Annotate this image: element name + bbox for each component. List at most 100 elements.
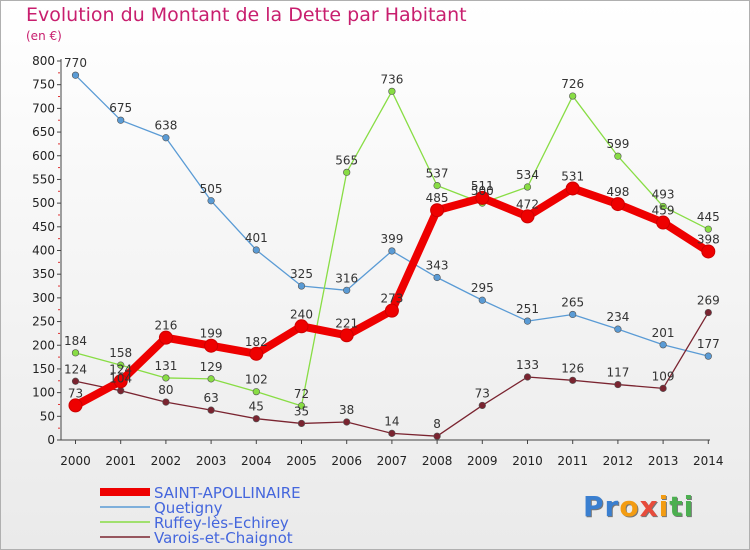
data-point-quetigny — [433, 273, 441, 282]
y-axis-unit: (en €) — [26, 29, 62, 43]
data-point-quetigny — [523, 317, 532, 325]
data-point-ruffey-l-s-echirey — [117, 361, 125, 369]
series-quetigny — [71, 71, 712, 360]
data-label-varois-et-chaignot: 14 — [384, 414, 399, 428]
data-point-ruffey-l-s-echirey — [433, 181, 441, 190]
x-tick-label: 2009 — [467, 454, 498, 468]
x-tick-label: 2010 — [512, 454, 543, 468]
data-label-saint-apollinaire: 459 — [652, 204, 675, 218]
data-point-quetigny — [388, 247, 396, 255]
data-label-quetigny: 505 — [200, 182, 223, 196]
data-point-varois-et-chaignot — [297, 419, 306, 428]
data-label-quetigny: 399 — [380, 232, 403, 246]
data-point-varois-et-chaignot — [704, 308, 712, 317]
data-label-ruffey-l-s-echirey: 493 — [652, 187, 675, 201]
data-label-saint-apollinaire: 398 — [697, 232, 720, 246]
data-point-saint-apollinaire — [158, 330, 173, 345]
data-point-varois-et-chaignot — [252, 415, 260, 423]
y-tick-label: 750 — [32, 78, 55, 92]
y-tick-label: 100 — [32, 386, 55, 400]
data-label-varois-et-chaignot: 8 — [433, 417, 441, 431]
x-tick-label: 2014 — [693, 454, 724, 468]
data-label-ruffey-l-s-echirey: 129 — [200, 360, 223, 374]
data-point-saint-apollinaire — [113, 374, 128, 389]
data-label-varois-et-chaignot: 109 — [652, 369, 675, 383]
x-tick-label: 2012 — [603, 454, 634, 468]
data-point-ruffey-l-s-echirey — [252, 388, 260, 396]
data-label-ruffey-l-s-echirey: 599 — [606, 137, 629, 151]
data-label-saint-apollinaire: 73 — [68, 386, 83, 400]
data-label-ruffey-l-s-echirey: 726 — [561, 77, 584, 91]
data-label-saint-apollinaire: 221 — [335, 316, 358, 330]
data-label-quetigny: 234 — [606, 310, 629, 324]
x-tick-label: 2000 — [60, 454, 91, 468]
data-point-saint-apollinaire — [384, 303, 399, 318]
data-label-varois-et-chaignot: 104 — [109, 372, 132, 386]
legend-label-quetigny: Quetigny — [154, 499, 223, 517]
x-tick-label: 2002 — [151, 454, 182, 468]
data-point-quetigny — [569, 310, 577, 319]
data-point-quetigny — [478, 296, 486, 304]
data-label-varois-et-chaignot: 117 — [606, 366, 629, 380]
data-label-ruffey-l-s-echirey: 184 — [64, 334, 87, 348]
y-tick-label: 650 — [32, 125, 55, 139]
data-point-saint-apollinaire — [565, 181, 580, 196]
data-point-saint-apollinaire — [520, 209, 535, 224]
data-point-ruffey-l-s-echirey — [704, 225, 712, 233]
x-tick-label: 2007 — [377, 454, 408, 468]
data-point-saint-apollinaire — [701, 244, 716, 259]
data-label-varois-et-chaignot: 124 — [64, 362, 87, 376]
data-point-saint-apollinaire — [430, 203, 445, 218]
data-label-quetigny: 343 — [426, 259, 449, 273]
data-point-varois-et-chaignot — [614, 380, 622, 389]
data-label-varois-et-chaignot: 45 — [249, 400, 264, 414]
data-point-varois-et-chaignot — [207, 406, 215, 414]
data-label-quetigny: 316 — [335, 271, 358, 285]
y-tick-label: 400 — [32, 244, 55, 258]
y-tick-label: 300 — [32, 291, 55, 305]
data-point-quetigny — [71, 71, 80, 79]
y-tick-label: 200 — [32, 338, 55, 352]
legend-label-saint-apollinaire: SAINT-APOLLINAIRE — [154, 484, 301, 502]
data-point-ruffey-l-s-echirey — [162, 374, 170, 382]
y-tick-label: 50 — [40, 409, 55, 423]
data-point-quetigny — [297, 282, 306, 290]
data-label-quetigny: 325 — [290, 267, 313, 281]
data-point-quetigny — [614, 325, 622, 333]
data-label-saint-apollinaire: 498 — [606, 185, 629, 199]
data-label-saint-apollinaire: 273 — [380, 292, 403, 306]
data-label-varois-et-chaignot: 133 — [516, 358, 539, 372]
data-point-varois-et-chaignot — [523, 373, 532, 381]
data-point-saint-apollinaire — [475, 190, 490, 205]
x-tick-label: 2001 — [105, 454, 136, 468]
data-label-quetigny: 201 — [652, 326, 675, 340]
data-point-varois-et-chaignot — [659, 384, 667, 392]
data-label-ruffey-l-s-echirey: 736 — [380, 72, 403, 86]
x-tick-label: 2006 — [331, 454, 362, 468]
data-point-quetigny — [659, 341, 667, 349]
data-point-varois-et-chaignot — [71, 377, 80, 385]
y-tick-label: 0 — [47, 433, 55, 447]
chart-title: Evolution du Montant de la Dette par Hab… — [26, 4, 467, 26]
y-tick-label: 250 — [32, 315, 55, 329]
data-label-ruffey-l-s-echirey: 565 — [335, 153, 358, 167]
data-point-quetigny — [704, 352, 712, 360]
data-label-saint-apollinaire: 531 — [561, 169, 584, 183]
data-label-quetigny: 265 — [561, 295, 584, 309]
data-label-saint-apollinaire: 240 — [290, 307, 313, 321]
data-label-ruffey-l-s-echirey: 537 — [426, 167, 449, 181]
data-point-ruffey-l-s-echirey — [614, 152, 622, 160]
data-point-ruffey-l-s-echirey — [523, 183, 532, 191]
data-label-ruffey-l-s-echirey: 72 — [294, 387, 309, 401]
data-label-saint-apollinaire: 485 — [426, 191, 449, 205]
data-label-varois-et-chaignot: 73 — [475, 386, 490, 400]
x-tick-label: 2004 — [241, 454, 272, 468]
data-point-varois-et-chaignot — [343, 418, 351, 426]
y-tick-label: 350 — [32, 267, 55, 281]
data-label-saint-apollinaire: 472 — [516, 197, 539, 211]
data-point-saint-apollinaire — [656, 215, 671, 230]
data-point-varois-et-chaignot — [388, 429, 396, 437]
data-point-varois-et-chaignot — [433, 432, 441, 440]
proxiti-logo: Proxiti — [583, 490, 694, 523]
